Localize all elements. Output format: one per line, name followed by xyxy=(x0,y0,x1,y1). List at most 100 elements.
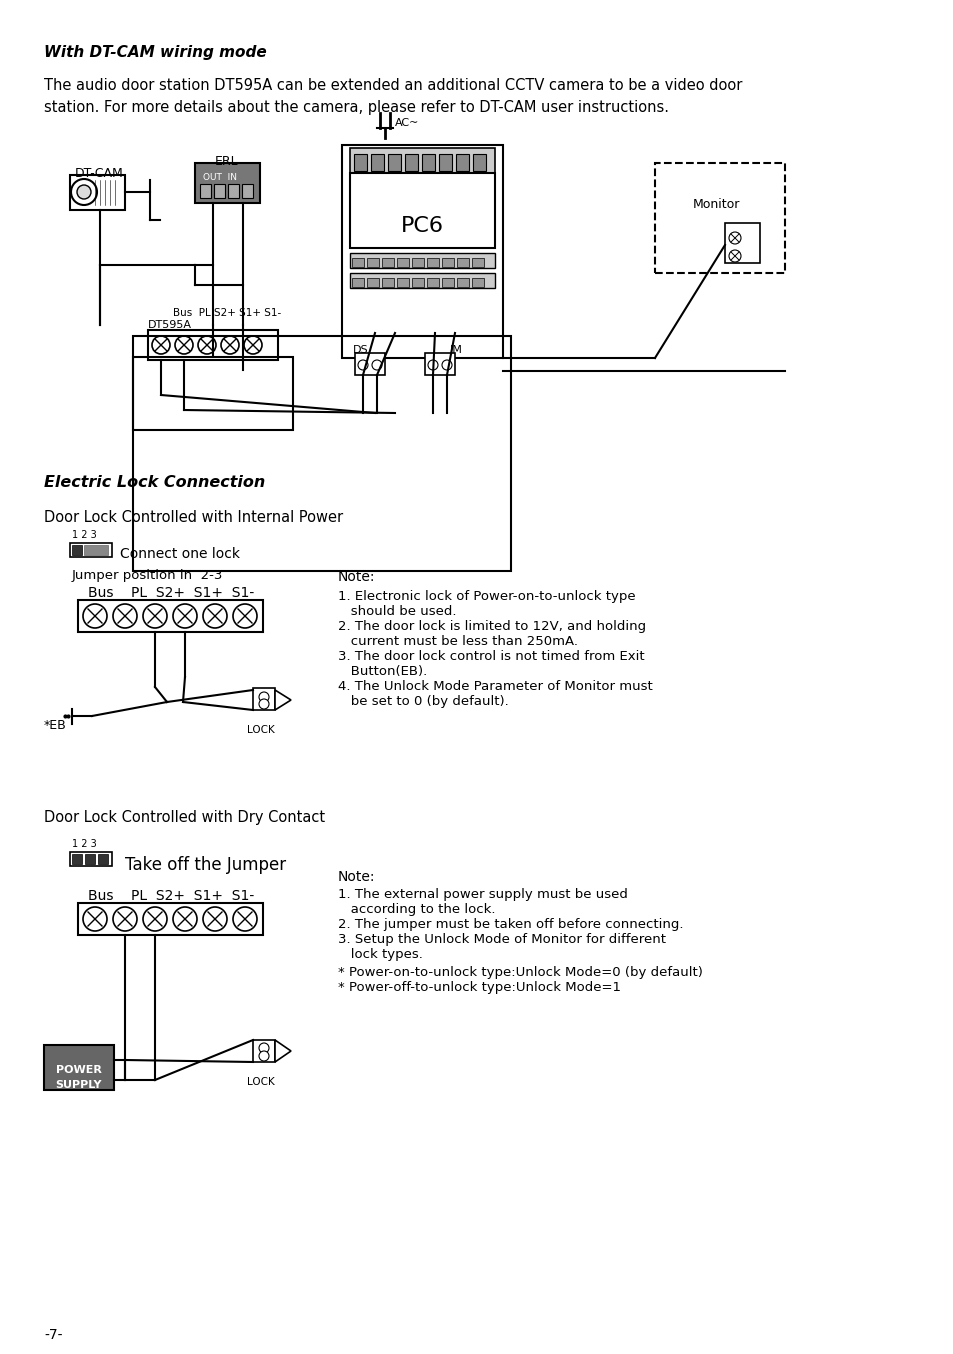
Text: OUT  IN: OUT IN xyxy=(203,173,236,181)
Text: DT595A: DT595A xyxy=(148,320,192,330)
Bar xyxy=(352,278,364,287)
Circle shape xyxy=(152,336,170,353)
Bar xyxy=(441,259,454,267)
Circle shape xyxy=(143,907,167,932)
Bar xyxy=(456,278,469,287)
Bar xyxy=(78,903,263,936)
Circle shape xyxy=(728,232,740,244)
Bar xyxy=(228,184,239,198)
Bar xyxy=(98,854,108,864)
Bar xyxy=(472,259,483,267)
Bar xyxy=(253,688,274,709)
Text: Take off the Jumper: Take off the Jumper xyxy=(125,856,286,873)
Text: Jumper position in  2-3: Jumper position in 2-3 xyxy=(71,569,223,582)
Text: Door Lock Controlled with Internal Power: Door Lock Controlled with Internal Power xyxy=(44,510,343,525)
Text: 1. Electronic lock of Power-on-to-unlock type: 1. Electronic lock of Power-on-to-unlock… xyxy=(337,590,635,603)
Bar xyxy=(242,184,253,198)
Bar xyxy=(724,223,760,263)
Text: Button(EB).: Button(EB). xyxy=(337,665,427,678)
Bar xyxy=(412,259,423,267)
Bar xyxy=(350,274,495,288)
Circle shape xyxy=(441,360,452,370)
Bar xyxy=(655,162,784,274)
Bar xyxy=(355,353,385,375)
Bar xyxy=(421,154,435,171)
Text: Note:: Note: xyxy=(337,570,375,584)
Text: LOCK: LOCK xyxy=(247,724,274,735)
Bar xyxy=(371,154,384,171)
Text: -7-: -7- xyxy=(44,1328,63,1342)
Bar xyxy=(71,854,82,864)
Text: Monitor: Monitor xyxy=(692,198,740,211)
Bar xyxy=(427,278,438,287)
Circle shape xyxy=(357,360,368,370)
Circle shape xyxy=(203,604,227,628)
Text: POWER: POWER xyxy=(56,1066,102,1075)
Bar xyxy=(354,154,367,171)
Bar xyxy=(213,184,225,198)
Text: 3. The door lock control is not timed from Exit: 3. The door lock control is not timed fr… xyxy=(337,650,644,663)
Text: AC~: AC~ xyxy=(395,118,419,129)
Text: lock types.: lock types. xyxy=(337,948,422,961)
Text: current must be less than 250mA.: current must be less than 250mA. xyxy=(337,635,578,649)
Bar xyxy=(412,278,423,287)
Text: DT-CAM: DT-CAM xyxy=(75,167,124,180)
Bar xyxy=(350,253,495,268)
Bar xyxy=(438,154,452,171)
Text: With DT-CAM wiring mode: With DT-CAM wiring mode xyxy=(44,45,267,60)
Text: LOCK: LOCK xyxy=(247,1076,274,1087)
Circle shape xyxy=(203,907,227,932)
Bar xyxy=(367,259,378,267)
Circle shape xyxy=(233,604,256,628)
Circle shape xyxy=(143,604,167,628)
Circle shape xyxy=(112,604,137,628)
Text: Note:: Note: xyxy=(337,871,375,884)
Bar xyxy=(473,154,485,171)
Bar xyxy=(350,173,495,248)
Bar xyxy=(396,259,409,267)
Circle shape xyxy=(174,336,193,353)
Text: 4. The Unlock Mode Parameter of Monitor must: 4. The Unlock Mode Parameter of Monitor … xyxy=(337,680,652,693)
Text: Door Lock Controlled with Dry Contact: Door Lock Controlled with Dry Contact xyxy=(44,810,325,825)
Bar xyxy=(424,353,455,375)
Circle shape xyxy=(198,336,215,353)
Circle shape xyxy=(77,185,91,199)
Text: PC6: PC6 xyxy=(400,217,443,236)
Bar xyxy=(84,546,108,555)
Text: Electric Lock Connection: Electric Lock Connection xyxy=(44,475,265,490)
Text: SUPPLY: SUPPLY xyxy=(55,1080,102,1090)
Circle shape xyxy=(244,336,262,353)
Text: be set to 0 (by default).: be set to 0 (by default). xyxy=(337,695,508,708)
Bar xyxy=(194,162,260,203)
Bar xyxy=(456,259,469,267)
Circle shape xyxy=(258,1043,269,1053)
Text: DS: DS xyxy=(353,345,368,355)
Circle shape xyxy=(112,907,137,932)
Bar xyxy=(341,145,502,357)
Bar xyxy=(70,175,125,210)
Circle shape xyxy=(83,907,107,932)
Text: 1 2 3: 1 2 3 xyxy=(71,839,96,849)
Text: Bus    PL  S2+  S1+  S1-: Bus PL S2+ S1+ S1- xyxy=(88,890,254,903)
Circle shape xyxy=(728,250,740,263)
Bar xyxy=(352,259,364,267)
Circle shape xyxy=(83,604,107,628)
Bar xyxy=(456,154,469,171)
Circle shape xyxy=(258,1051,269,1062)
Text: should be used.: should be used. xyxy=(337,605,456,617)
Text: Bus  PL S2+ S1+ S1-: Bus PL S2+ S1+ S1- xyxy=(172,307,281,318)
Polygon shape xyxy=(274,691,291,709)
Bar xyxy=(396,278,409,287)
Text: Connect one lock: Connect one lock xyxy=(120,547,240,561)
Polygon shape xyxy=(274,1040,291,1062)
Bar xyxy=(441,278,454,287)
Bar xyxy=(132,336,511,571)
Text: 2. The jumper must be taken off before connecting.: 2. The jumper must be taken off before c… xyxy=(337,918,682,932)
Bar xyxy=(253,1040,274,1062)
Text: 3. Setup the Unlock Mode of Monitor for different: 3. Setup the Unlock Mode of Monitor for … xyxy=(337,933,665,946)
Bar xyxy=(85,854,95,864)
Bar xyxy=(70,852,112,867)
Text: The audio door station DT595A can be extended an additional CCTV camera to be a : The audio door station DT595A can be ext… xyxy=(44,79,741,93)
Bar xyxy=(381,278,394,287)
Circle shape xyxy=(372,360,381,370)
